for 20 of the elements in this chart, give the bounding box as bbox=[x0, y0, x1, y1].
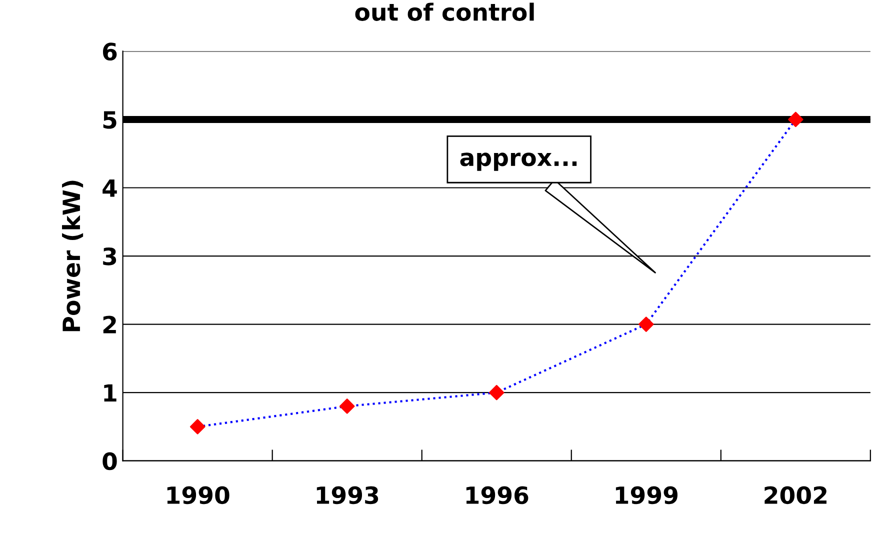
point bbox=[190, 419, 206, 434]
point bbox=[488, 384, 504, 400]
y-tick-label: 4 bbox=[102, 180, 117, 197]
annotation: approx... bbox=[460, 152, 577, 171]
point bbox=[638, 316, 654, 332]
y-tick-label: 0 bbox=[102, 452, 117, 470]
y-tick-label: 1 bbox=[104, 384, 116, 402]
x-tick-label: 1999 bbox=[616, 486, 678, 504]
point bbox=[788, 112, 804, 128]
x-tick-label: 1990 bbox=[167, 486, 230, 504]
x-tick-label: 2002 bbox=[764, 486, 826, 504]
y-axis-title: Power (kW) bbox=[62, 180, 84, 332]
y-tick-label: 3 bbox=[103, 247, 116, 266]
point bbox=[339, 398, 355, 414]
chart-title: out of control bbox=[355, 2, 534, 21]
y-tick-label: 6 bbox=[102, 42, 117, 61]
y-tick-label: 2 bbox=[103, 316, 116, 334]
x-tick-label: 1993 bbox=[316, 486, 378, 504]
x-tick-label: 1996 bbox=[466, 486, 528, 504]
y-tick-label: 5 bbox=[103, 111, 116, 129]
